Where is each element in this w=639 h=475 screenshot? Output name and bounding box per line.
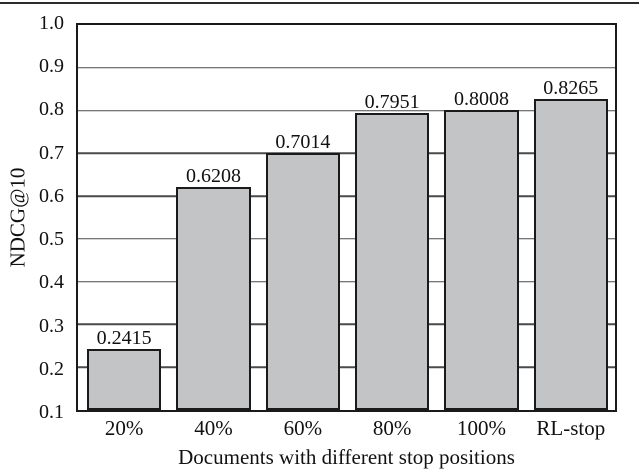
plot-area: 0.2415 20% 0.6208 40% 0.7014 60% 0.7951 — [76, 23, 617, 439]
gridline — [78, 280, 615, 283]
x-tick-label-60pct: 60% — [283, 416, 323, 440]
x-axis-title: Documents with different stop positions — [178, 445, 515, 469]
y-tick-label: 0.3 — [39, 314, 64, 337]
y-tick-label: 0.7 — [39, 141, 64, 164]
y-tick-label: 0.8 — [39, 98, 64, 121]
x-tick-label-100pct: 100% — [456, 416, 506, 440]
y-axis-tick-labels: 1.0 0.9 0.8 0.7 0.6 0.5 0.4 0.3 0.2 0.1 — [0, 13, 68, 422]
bar-rl-stop: 0.8265 — [533, 78, 608, 410]
y-tick-label: 0.5 — [39, 228, 64, 251]
bar-60pct: 0.7014 — [265, 132, 340, 410]
y-tick-label: 0.9 — [39, 55, 64, 78]
bar-group-60pct: 0.7014 60% — [265, 25, 340, 439]
gridline — [78, 238, 615, 240]
bar-group-40pct: 0.6208 40% — [176, 25, 251, 439]
bar-value-label: 0.2415 — [96, 327, 152, 350]
bar-100pct: 0.8008 — [444, 89, 519, 410]
y-tick-label: 0.2 — [39, 357, 64, 380]
x-tick-label-rl-stop: RL-stop — [536, 416, 606, 440]
bar-80pct: 0.7951 — [354, 92, 430, 410]
gridline — [78, 152, 615, 155]
bar-20pct: 0.2415 — [87, 328, 162, 410]
gridline — [78, 323, 615, 326]
y-tick-label: 0.4 — [39, 271, 64, 294]
bar-value-label: 0.6208 — [185, 165, 241, 188]
gridline — [78, 109, 615, 112]
bar-group-80pct: 0.7951 80% — [354, 25, 430, 439]
bar-group-100pct: 0.8008 100% — [444, 25, 519, 439]
bar-group-rl-stop: 0.8265 RL-stop — [533, 25, 608, 439]
bars-container: 0.2415 20% 0.6208 40% 0.7014 60% 0.7951 — [78, 25, 615, 439]
top-rule-divider — [0, 2, 639, 4]
y-tick-label: 0.1 — [39, 401, 64, 423]
bar-value-label: 0.7951 — [364, 90, 420, 113]
gridline — [78, 195, 615, 197]
y-tick-label: 1.0 — [39, 12, 64, 34]
bar-value-label: 0.7014 — [275, 130, 331, 153]
x-tick-label-80pct: 80% — [372, 416, 412, 440]
gridline — [78, 67, 615, 69]
bar-group-20pct: 0.2415 20% — [87, 25, 162, 439]
bar-value-label: 0.8008 — [453, 88, 509, 111]
bar-40pct: 0.6208 — [176, 166, 251, 410]
gridline — [78, 366, 615, 368]
x-tick-label-40pct: 40% — [194, 416, 233, 440]
bar-value-label: 0.8265 — [543, 77, 599, 100]
y-tick-label: 0.6 — [39, 184, 64, 207]
x-tick-label-20pct: 20% — [104, 416, 144, 440]
gridlines — [78, 25, 615, 410]
